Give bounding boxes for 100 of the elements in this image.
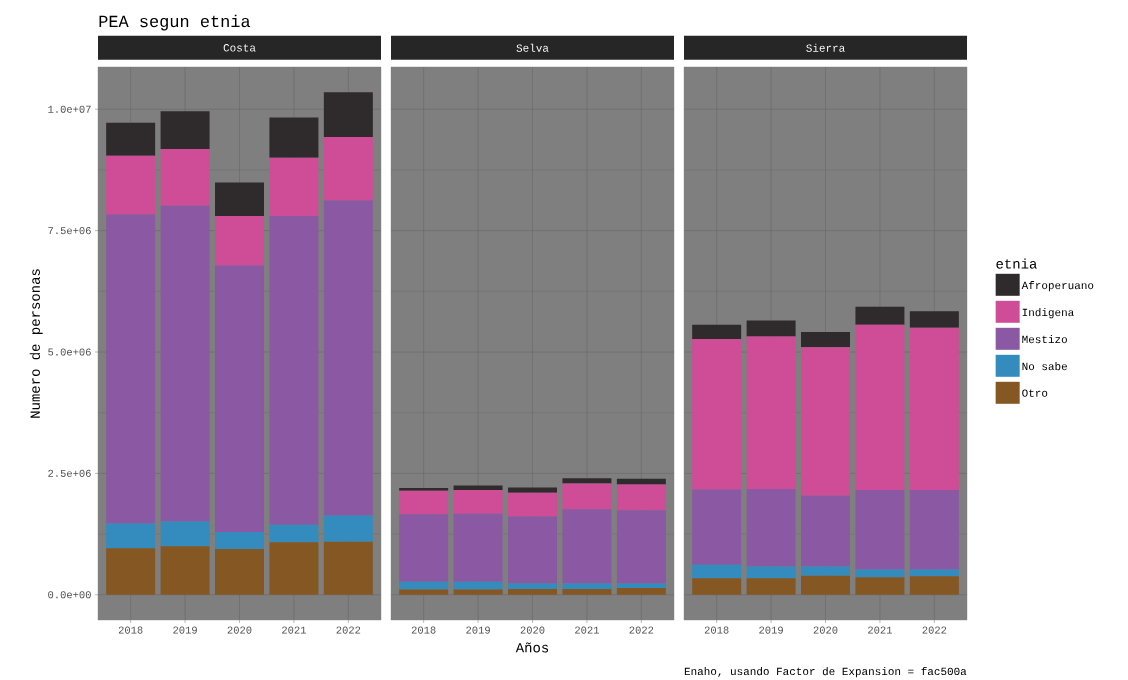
bar	[801, 575, 850, 595]
bar	[746, 336, 796, 489]
bar	[399, 487, 449, 491]
x-tick-label: 2021	[575, 626, 599, 634]
bar	[692, 578, 742, 595]
bar	[106, 523, 156, 549]
bar	[855, 569, 905, 578]
bar	[323, 136, 373, 201]
bar	[692, 338, 742, 490]
bar	[562, 583, 612, 589]
bar	[616, 510, 666, 584]
bar	[801, 566, 850, 576]
bar	[508, 583, 557, 589]
x-tick-label: 2018	[704, 626, 729, 634]
bar	[160, 546, 210, 595]
bar	[269, 216, 319, 525]
bar	[399, 514, 449, 582]
bar	[399, 490, 449, 515]
bar	[453, 485, 503, 490]
y-tick-label: 2.5e+06	[48, 469, 91, 477]
bar	[453, 589, 503, 595]
chart-subtitle: Selva	[516, 43, 549, 52]
bar	[616, 583, 666, 588]
x-tick-label: 2019	[173, 626, 197, 634]
bar	[801, 347, 850, 496]
x-tick-label: 2020	[520, 626, 545, 634]
bar	[215, 182, 264, 217]
bar	[399, 581, 449, 590]
legend-label: Otro	[1022, 389, 1048, 397]
bar	[909, 489, 959, 570]
bar	[855, 489, 905, 570]
chart-subtitle: Sierra	[806, 43, 845, 52]
bar	[562, 478, 612, 484]
bar	[323, 200, 373, 516]
y-tick-label: 5.0e+06	[48, 348, 91, 356]
bar	[160, 111, 210, 150]
y-tick-label: 7.5e+06	[48, 227, 91, 235]
bar	[746, 320, 796, 337]
x-tick-label: 2022	[336, 626, 361, 634]
bar	[562, 483, 612, 510]
bar	[269, 524, 319, 543]
bar	[909, 576, 959, 595]
bar	[106, 122, 156, 156]
bar	[692, 489, 742, 565]
bar	[562, 509, 612, 584]
bar	[909, 327, 959, 490]
y-tick-label: 0.0e+00	[48, 591, 91, 599]
bar	[616, 484, 666, 511]
bar	[508, 516, 557, 584]
x-tick-label: 2018	[118, 626, 143, 634]
bar	[215, 265, 264, 533]
bar	[269, 117, 319, 158]
x-tick-label: 2022	[922, 626, 947, 634]
x-axis-title: Años	[515, 642, 549, 653]
bar	[160, 205, 210, 522]
legend-label: Indigena	[1022, 308, 1074, 319]
bar	[801, 332, 850, 348]
bar	[746, 566, 796, 579]
bar	[801, 495, 850, 567]
bar	[215, 532, 264, 550]
bar	[269, 157, 319, 217]
bar	[692, 324, 742, 339]
bar	[616, 478, 666, 485]
bar	[562, 588, 612, 595]
bar	[909, 311, 959, 328]
bar	[215, 216, 264, 266]
bar	[323, 515, 373, 542]
x-tick-label: 2021	[868, 626, 892, 634]
y-tick-label: 1.0e+07	[48, 105, 91, 113]
x-tick-label: 2022	[629, 626, 654, 634]
chart-title: PEA segun etnia	[99, 14, 251, 31]
bar	[160, 149, 210, 206]
bar	[746, 488, 796, 567]
x-tick-label: 2019	[466, 626, 490, 634]
x-tick-label: 2020	[813, 626, 838, 634]
bar	[453, 581, 503, 590]
bar	[855, 577, 905, 595]
bar	[215, 549, 264, 595]
bar	[453, 489, 503, 514]
bar	[106, 214, 156, 524]
bar	[508, 492, 557, 517]
x-tick-label: 2018	[411, 626, 436, 634]
x-tick-label: 2021	[282, 626, 306, 634]
bar	[323, 541, 373, 595]
y-axis-title: Numero de personas	[29, 269, 43, 418]
bar	[508, 588, 557, 595]
legend-label: No sabe	[1022, 362, 1067, 371]
bar	[746, 578, 796, 595]
bar	[453, 513, 503, 582]
bar	[399, 589, 449, 595]
bar	[616, 587, 666, 595]
bar	[508, 487, 557, 493]
legend-label: Afroperuano	[1021, 281, 1094, 292]
legend-label: Mestizo	[1022, 335, 1067, 344]
bar	[855, 306, 905, 325]
bar	[106, 548, 156, 595]
bar	[269, 542, 319, 595]
bar	[692, 564, 742, 579]
text: Enaho, usando Factor de Expansion = fac500a	[684, 667, 967, 678]
bar	[323, 92, 373, 137]
